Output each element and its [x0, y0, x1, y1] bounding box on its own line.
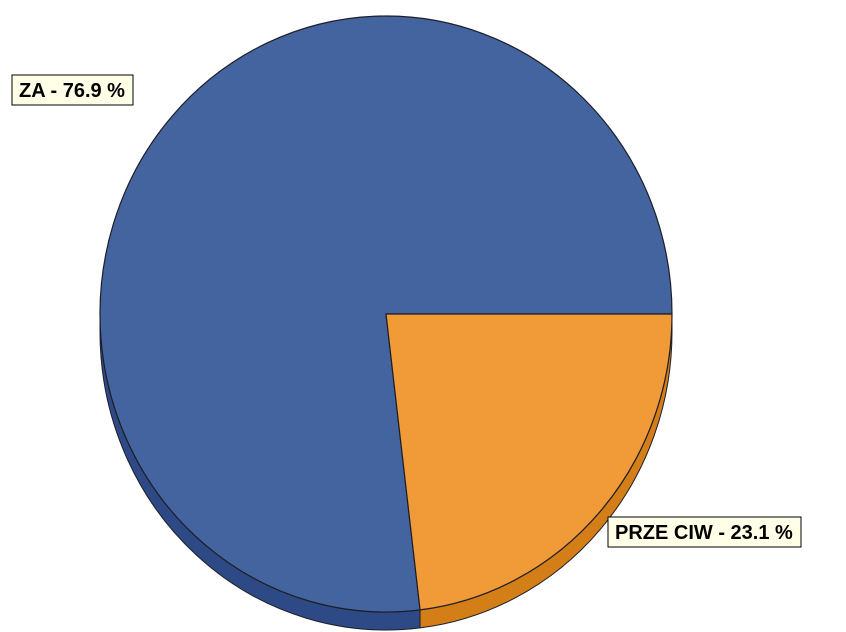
pie-slices	[99, 15, 673, 613]
label-box	[11, 74, 134, 106]
label-text: ZA - 76.9 %	[19, 80, 125, 102]
label-text: PRZE CIW - 23.1 %	[615, 522, 793, 544]
slice-labels: ZA - 76.9 % PRZE CIW - 23.1 %	[11, 74, 802, 548]
pie-slice-przeciw	[385, 313, 673, 611]
slice-label-przeciw: PRZE CIW - 23.1 %	[607, 516, 802, 548]
label-box	[607, 516, 802, 548]
slice-label-za: ZA - 76.9 %	[11, 74, 134, 106]
